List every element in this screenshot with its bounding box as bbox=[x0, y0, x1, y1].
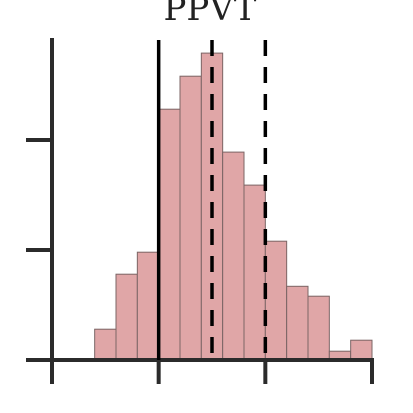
histogram-bar-4 bbox=[179, 75, 202, 361]
histogram-bar-10 bbox=[307, 295, 330, 361]
histogram-bar-6 bbox=[222, 151, 245, 361]
histogram-bar-0 bbox=[94, 328, 117, 361]
histogram-bar-7 bbox=[243, 184, 266, 361]
axes-layer bbox=[26, 38, 374, 384]
histogram-bar-9 bbox=[286, 285, 309, 361]
histogram-bar-3 bbox=[158, 108, 181, 361]
histogram-bar-12 bbox=[350, 339, 373, 361]
histogram-bar-2 bbox=[136, 251, 160, 361]
reference-lines-layer bbox=[156, 40, 268, 360]
histogram-bar-1 bbox=[115, 273, 138, 361]
histogram-bar-8 bbox=[264, 240, 288, 361]
chart-title: PPVT bbox=[164, 0, 257, 29]
bars-layer bbox=[94, 52, 373, 361]
